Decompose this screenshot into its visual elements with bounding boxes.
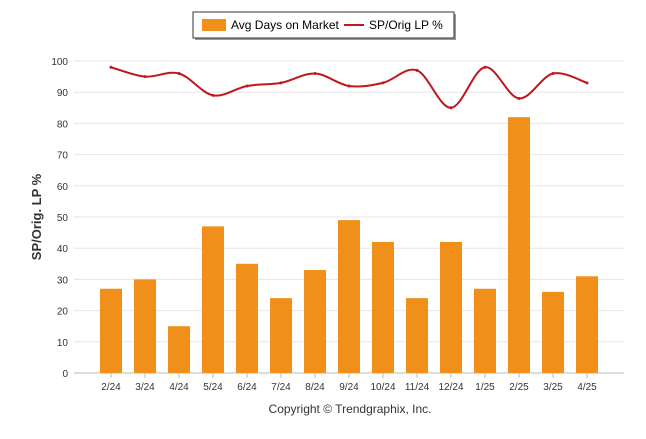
y-axis: 0 10 20 30 40 50 60 70 80 90 100 (51, 57, 68, 380)
line-point (517, 96, 521, 100)
y-tick-label: 90 (57, 88, 69, 99)
x-tick-label: 3/24 (135, 382, 155, 393)
y-tick-label: 100 (51, 57, 68, 68)
x-tick-label: 8/24 (305, 382, 325, 393)
line-point (381, 81, 385, 85)
line-point (551, 71, 555, 75)
y-tick-label: 70 (57, 151, 69, 162)
bar (236, 263, 258, 373)
y-tick-label: 30 (57, 275, 69, 286)
bar (100, 288, 122, 373)
bar (270, 298, 292, 373)
bar (168, 326, 190, 373)
legend-swatch-bar (202, 19, 226, 31)
copyright-text: Copyright © Trendgraphix, Inc. (269, 402, 432, 416)
line-point (211, 93, 215, 97)
y-tick-label: 20 (57, 307, 69, 318)
x-tick-label: 4/25 (577, 382, 597, 393)
y-tick-label: 50 (57, 213, 69, 224)
bar (576, 276, 598, 373)
y-tick-label: 10 (57, 338, 69, 349)
x-tick-label: 1/25 (475, 382, 495, 393)
legend-label-line: SP/Orig LP % (369, 18, 443, 32)
line-point (143, 75, 147, 79)
bar (338, 220, 360, 373)
x-tick-label: 12/24 (438, 382, 463, 393)
line-point (449, 106, 453, 110)
bar (508, 117, 530, 373)
bar (542, 291, 564, 373)
bar (440, 241, 462, 373)
line-point (109, 65, 113, 69)
line-point (483, 65, 487, 69)
x-tick-label: 5/24 (203, 382, 223, 393)
line-point (585, 81, 589, 85)
x-tick-label: 9/24 (339, 382, 359, 393)
y-tick-label: 60 (57, 182, 69, 193)
x-axis: 2/24 3/24 4/24 5/24 6/24 7/24 8/24 9/24 10/24 11/… (101, 373, 597, 393)
y-tick-label: 80 (57, 119, 69, 130)
bar (406, 298, 428, 373)
legend-label-bar: Avg Days on Market (231, 18, 339, 32)
x-tick-label: 2/25 (509, 382, 529, 393)
x-tick-label: 11/24 (405, 382, 430, 393)
bar (372, 241, 394, 373)
x-tick-label: 6/24 (237, 382, 257, 393)
line-point (177, 71, 181, 75)
bar (304, 270, 326, 373)
bars (100, 117, 598, 373)
y-tick-label: 40 (57, 244, 69, 255)
line-point (245, 84, 249, 88)
line-point (313, 71, 317, 75)
bar (202, 226, 224, 373)
x-tick-label: 10/24 (370, 382, 395, 393)
sp-orig-lp-line (110, 66, 588, 109)
x-tick-label: 7/24 (271, 382, 291, 393)
line-series (109, 65, 589, 110)
legend-box (192, 11, 455, 39)
line-point (415, 68, 419, 72)
bar (474, 288, 496, 373)
line-point (279, 81, 283, 85)
line-point (347, 84, 351, 88)
x-tick-label: 4/24 (169, 382, 189, 393)
x-tick-label: 3/25 (543, 382, 563, 393)
y-axis-title: SP/Orig. LP % (29, 173, 44, 260)
y-tick-label: 0 (62, 369, 68, 380)
x-tick-label: 2/24 (101, 382, 121, 393)
bar (134, 279, 156, 373)
legend: Avg Days on Market SP/Orig LP % (192, 11, 456, 40)
